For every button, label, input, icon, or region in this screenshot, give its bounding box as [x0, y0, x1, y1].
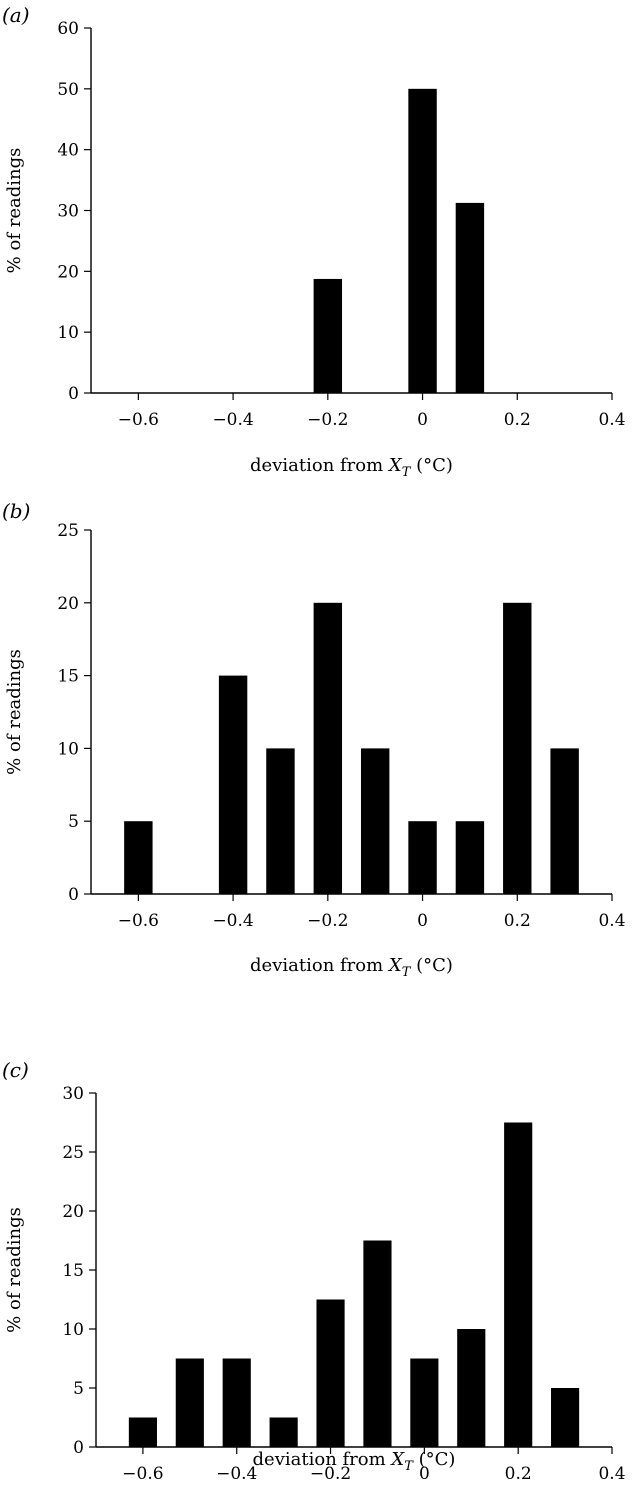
- x-tick-label-a-2: −0.2: [307, 410, 348, 430]
- bar-b-3: [313, 602, 343, 894]
- y-axis-label-b: % of readings: [4, 649, 25, 775]
- y-tick-label-b-4: 20: [57, 594, 79, 614]
- chart-panel-a: (a) 0 10 20 30 40 50 60 −0.6 −0.4 −0.2 0 0.2 0.4 devia…: [0, 0, 632, 495]
- y-axis-label-c: % of readings: [4, 1207, 25, 1333]
- bar-b-7: [503, 602, 532, 894]
- bar-b-0: [124, 821, 153, 894]
- y-tick-label-c-5: 25: [62, 1143, 84, 1163]
- bar-b-8: [550, 748, 579, 894]
- y-tick-label-c-0: 0: [73, 1438, 84, 1458]
- y-tick-label-a-5: 50: [57, 80, 79, 100]
- panel-label-a: (a): [2, 3, 30, 27]
- bar-b-2: [266, 748, 295, 894]
- x-axis-label-var: X: [387, 955, 403, 976]
- bar-c-4: [316, 1299, 345, 1447]
- x-tick-label-c-4: 0.2: [505, 1464, 532, 1484]
- x-tick-label-c-1: −0.4: [216, 1464, 257, 1484]
- bar-c-7: [457, 1329, 486, 1447]
- chart-panel-c: (c) 0 5 10 15 20 25 30 −0.6 −0.4 −0.2 0 0.2 0.4 deviat…: [0, 990, 632, 1485]
- y-tick-label-b-2: 10: [57, 739, 79, 759]
- x-axis-label-unit: (°C): [413, 1449, 456, 1470]
- y-tick-label-c-3: 15: [62, 1261, 84, 1281]
- y-tick-label-a-1: 10: [57, 323, 79, 343]
- bar-b-1: [218, 675, 248, 894]
- y-tick-label-c-6: 30: [62, 1084, 84, 1104]
- bar-b-5: [408, 821, 437, 894]
- bar-c-9: [551, 1388, 580, 1447]
- x-tick-label-a-1: −0.4: [212, 410, 253, 430]
- x-tick-label-b-1: −0.4: [212, 911, 253, 931]
- x-tick-label-a-3: 0: [417, 410, 428, 430]
- bar-c-5: [363, 1240, 392, 1447]
- x-tick-label-b-2: −0.2: [307, 911, 348, 931]
- x-axis-label-text: deviation from: [250, 955, 389, 976]
- x-tick-label-a-5: 0.4: [598, 410, 625, 430]
- bar-c-6: [410, 1358, 439, 1447]
- x-axis-label-unit: (°C): [410, 455, 453, 476]
- x-axis-label-var: X: [389, 1449, 405, 1470]
- x-tick-label-b-0: −0.6: [118, 911, 159, 931]
- x-tick-label-c-5: 0.4: [598, 1464, 625, 1484]
- bar-c-0: [128, 1417, 157, 1447]
- x-tick-label-c-2: −0.2: [310, 1464, 351, 1484]
- y-tick-label-b-3: 15: [57, 667, 79, 687]
- x-axis-label-unit: (°C): [410, 955, 453, 976]
- y-tick-label-a-6: 60: [57, 19, 79, 39]
- x-tick-label-b-5: 0.4: [598, 911, 625, 931]
- x-axis-label-a: deviation from XT (°C): [250, 455, 453, 480]
- y-axis-label-a: % of readings: [4, 148, 25, 274]
- y-tick-label-c-2: 10: [62, 1320, 84, 1340]
- y-tick-label-b-5: 25: [57, 521, 79, 541]
- chart-panel-b: (b) 0 5 10 15 20 25 −0.6 −0.4 −0.2 0 0.2 0.4 deviatio…: [0, 495, 632, 990]
- x-tick-label-b-3: 0: [417, 911, 428, 931]
- x-axis-label-b: deviation from XT (°C): [250, 955, 453, 980]
- chart-c-svg: (c) 0 5 10 15 20 25 30 −0.6 −0.4 −0.2 0 0.2 0.4 deviat…: [2, 1058, 626, 1484]
- bar-c-8: [504, 1122, 533, 1447]
- x-tick-label-c-0: −0.6: [122, 1464, 163, 1484]
- y-tick-label-a-3: 30: [57, 202, 79, 222]
- bar-c-1: [175, 1358, 204, 1447]
- x-axis-label-sub: T: [402, 465, 412, 480]
- x-axis-label-c: deviation from XT (°C): [253, 1449, 456, 1474]
- x-axis-label-sub: T: [404, 1459, 414, 1474]
- bar-a-2: [455, 202, 485, 393]
- x-tick-label-a-0: −0.6: [118, 410, 159, 430]
- x-axis-label-text: deviation from: [253, 1449, 392, 1470]
- bar-a-0: [313, 278, 343, 393]
- y-tick-label-b-1: 5: [68, 812, 79, 832]
- y-tick-label-c-1: 5: [73, 1379, 84, 1399]
- x-axis-label-var: X: [387, 455, 403, 476]
- y-tick-label-a-0: 0: [68, 384, 79, 404]
- x-tick-label-a-4: 0.2: [504, 410, 531, 430]
- x-tick-label-b-4: 0.2: [504, 911, 531, 931]
- bar-c-3: [269, 1417, 298, 1447]
- chart-b-svg: (b) 0 5 10 15 20 25 −0.6 −0.4 −0.2 0 0.2 0.4 deviatio…: [2, 499, 626, 980]
- bar-b-6: [455, 821, 485, 894]
- bar-c-2: [222, 1358, 251, 1447]
- y-tick-label-b-0: 0: [68, 885, 79, 905]
- bar-a-1: [408, 88, 437, 393]
- bar-b-4: [360, 748, 390, 894]
- y-tick-label-a-2: 20: [57, 262, 79, 282]
- y-tick-label-a-4: 40: [57, 141, 79, 161]
- x-tick-label-c-3: 0: [419, 1464, 430, 1484]
- x-axis-label-sub: T: [402, 965, 412, 980]
- y-tick-label-c-4: 20: [62, 1202, 84, 1222]
- x-axis-label-text: deviation from: [250, 455, 389, 476]
- panel-label-c: (c): [2, 1058, 29, 1082]
- chart-a-svg: (a) 0 10 20 30 40 50 60 −0.6 −0.4 −0.2 0 0.2 0.4 devia…: [2, 3, 626, 480]
- panel-label-b: (b): [2, 499, 30, 523]
